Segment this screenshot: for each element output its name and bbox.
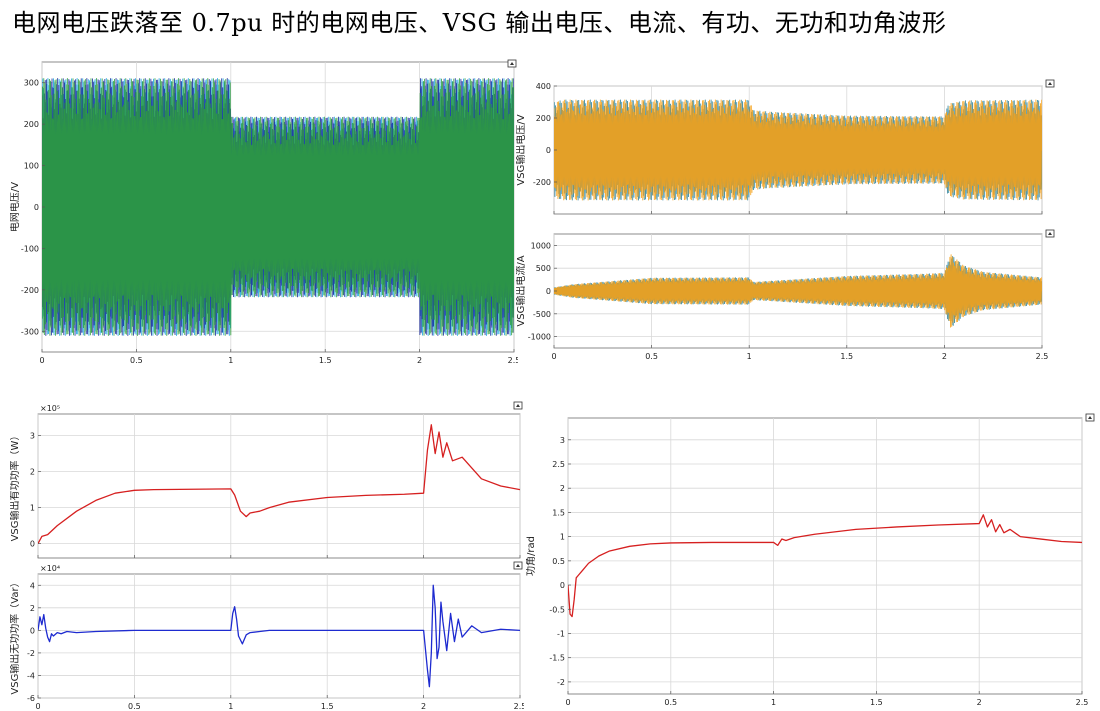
x-tick-label: 0 (565, 698, 570, 707)
x-tick-label: 1.5 (870, 698, 883, 707)
x-tick-label: 1 (228, 356, 233, 365)
x-tick-label: 2 (977, 698, 982, 707)
y-tick-label: -1000 (528, 333, 551, 342)
x-tick-label: 0 (39, 356, 44, 365)
y-tick-label: 1 (30, 504, 35, 513)
axis-exponent-label: ×10⁵ (40, 404, 60, 413)
x-tick-label: 0 (35, 702, 40, 710)
x-tick-label: 1 (747, 352, 752, 361)
power-angle-chart: -2 -1.5 -1 -0.5 0 0.5 1 1.5 2 2.5 3 0 0.5 1 1.5 2 2.5 功角/… (526, 413, 1095, 707)
series-line-1 (38, 584, 520, 688)
y-tick-label: 200 (536, 114, 551, 123)
axis-exponent-label: ×10⁴ (40, 564, 60, 573)
x-tick-label: 2 (421, 702, 426, 710)
series-group (38, 584, 520, 688)
y-axis-label: VSG输出电流/A (516, 255, 527, 326)
x-tick-label: 0.5 (130, 356, 143, 365)
y-tick-label: 0 (30, 626, 35, 635)
y-tick-label: 4 (30, 581, 35, 590)
y-tick-label: -200 (21, 286, 39, 295)
expand-icon-glyph (516, 564, 520, 567)
x-tick-label: 2 (942, 352, 947, 361)
x-tick-label: 0.5 (664, 698, 677, 707)
x-tick-label: 2 (417, 356, 422, 365)
y-tick-label: -200 (533, 178, 551, 187)
y-tick-label: 0 (546, 287, 551, 296)
x-tick-label: 2.5 (1036, 352, 1049, 361)
x-tick-label: 2.5 (1076, 698, 1089, 707)
y-tick-label: 3 (560, 436, 565, 445)
expand-icon-glyph (1088, 416, 1092, 419)
x-tick-label: 0.5 (128, 702, 141, 710)
y-tick-label: -1.5 (549, 654, 565, 663)
x-tick-label: 1 (771, 698, 776, 707)
y-tick-label: 0 (560, 581, 565, 590)
page-title: 电网电压跌落至 0.7pu 时的电网电压、VSG 输出电压、电流、有功、无功和功… (12, 9, 947, 37)
series-line-2 (554, 254, 1042, 328)
vsg-output-voltage-chart: -200 0 200 400 VSG输出电压/V (516, 79, 1055, 215)
y-tick-label: -2 (557, 678, 565, 687)
x-tick-label: 0 (551, 352, 556, 361)
y-tick-label: 0 (34, 203, 39, 212)
y-tick-label: 100 (24, 162, 39, 171)
y-tick-label: 200 (24, 120, 39, 129)
expand-icon-glyph (516, 404, 520, 407)
y-axis-label: VSG输出无功功率（Var） (10, 577, 21, 694)
series-group (554, 99, 1042, 201)
vsg-reactive-power-chart: -6 -4 -2 0 2 4 0 0.5 1 1.5 2 2.5 ×10⁴ VSG输出无功功率（Var） (10, 561, 524, 710)
expand-icon-glyph (1048, 232, 1052, 235)
x-tick-label: 1.5 (840, 352, 853, 361)
y-tick-label: -2 (27, 649, 35, 658)
series-line-3 (42, 78, 514, 336)
x-tick-label: 1.5 (321, 702, 334, 710)
series-line-1 (38, 424, 520, 544)
y-axis-label: VSG输出电压/V (516, 114, 527, 185)
series-group (554, 254, 1042, 328)
y-tick-label: -1 (557, 629, 565, 638)
x-tick-label: 0.5 (645, 352, 658, 361)
y-tick-label: 1.5 (552, 508, 565, 517)
y-tick-label: -6 (27, 694, 35, 703)
expand-icon-glyph (1048, 82, 1052, 85)
vsg-active-power-chart: 0 1 2 3 ×10⁵ VSG输出有功功率（W） (10, 401, 523, 559)
y-tick-label: 0 (546, 146, 551, 155)
y-tick-label: 3 (30, 432, 35, 441)
y-tick-label: -500 (533, 310, 551, 319)
y-axis-label: 电网电压/V (10, 182, 21, 232)
series-group (38, 424, 520, 544)
y-tick-label: 400 (536, 82, 551, 91)
vsg-output-current-chart: -1000 -500 0 500 1000 0 0.5 1 1.5 2 2.5 VSG输出电流/A (516, 229, 1055, 361)
grid-voltage-chart: -300 -200 -100 0 100 200 300 0 0.5 1 1.5 2 2.5 电网电压/V (10, 59, 518, 365)
y-tick-label: 500 (536, 264, 551, 273)
x-tick-label: 2.5 (514, 702, 524, 710)
x-tick-label: 1 (228, 702, 233, 710)
y-tick-label: 1 (560, 533, 565, 542)
y-tick-label: 300 (24, 79, 39, 88)
y-tick-label: 0.5 (552, 557, 565, 566)
y-tick-label: 1000 (531, 241, 551, 250)
y-tick-label: 2 (30, 468, 35, 477)
y-tick-label: 2.5 (552, 460, 565, 469)
y-tick-label: 0 (30, 540, 35, 549)
plot-area (567, 417, 1083, 695)
y-tick-label: -100 (21, 244, 39, 253)
x-tick-label: 1.5 (319, 356, 332, 365)
series-line-2 (554, 99, 1042, 201)
series-group (42, 78, 514, 336)
x-tick-label: 2.5 (508, 356, 518, 365)
y-axis-label: 功角/rad (526, 536, 537, 576)
series-line-1 (568, 514, 1082, 618)
y-tick-label: -0.5 (549, 605, 565, 614)
y-tick-label: -4 (27, 671, 35, 680)
y-axis-label: VSG输出有功功率（W） (10, 431, 21, 542)
series-group (568, 514, 1082, 618)
expand-icon-glyph (510, 62, 514, 65)
y-tick-label: 2 (30, 604, 35, 613)
y-tick-label: -300 (21, 327, 39, 336)
y-tick-label: 2 (560, 484, 565, 493)
